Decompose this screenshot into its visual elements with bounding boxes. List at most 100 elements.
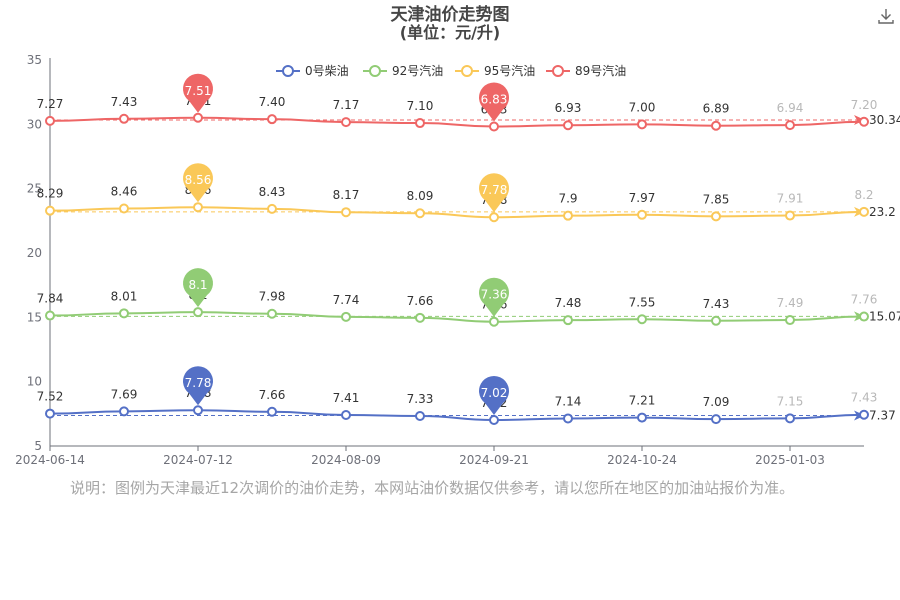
- data-label: 7.00: [629, 100, 656, 114]
- data-point: [489, 415, 499, 426]
- data-point: [563, 315, 573, 326]
- legend-marker: [461, 65, 473, 77]
- legend-marker: [369, 65, 381, 77]
- data-point: [267, 114, 277, 125]
- data-label: 7.43: [111, 95, 138, 109]
- data-point: [563, 120, 573, 131]
- data-label: 7.74: [333, 293, 360, 307]
- data-label: 7.20: [851, 98, 878, 112]
- legend-item[interactable]: 92号汽油: [363, 63, 443, 78]
- data-label: 8.29: [37, 187, 64, 201]
- data-label: 7.17: [333, 98, 360, 112]
- data-label: 6.94: [777, 101, 804, 115]
- data-label: 8.09: [407, 189, 434, 203]
- data-point: [193, 112, 203, 123]
- data-label: 7.09: [703, 395, 730, 409]
- data-point: [859, 116, 869, 127]
- extreme-pin-label: 6.83: [481, 93, 508, 107]
- data-label: 7.21: [629, 394, 656, 408]
- extreme-pin-label: 7.78: [185, 376, 212, 390]
- legend-item[interactable]: 0号柴油: [276, 64, 349, 78]
- extreme-pin-label: 7.51: [185, 84, 212, 98]
- data-label: 7.76: [851, 293, 878, 307]
- average-label: 30.34: [869, 113, 900, 127]
- data-point: [193, 405, 203, 416]
- data-label: 7.9: [558, 192, 577, 206]
- y-tick-label: 15: [27, 310, 42, 324]
- x-tick-label: 2024-08-09: [311, 453, 381, 467]
- data-label: 7.91: [777, 192, 804, 206]
- data-label: 7.43: [703, 297, 730, 311]
- data-point: [711, 211, 721, 222]
- data-point: [267, 406, 277, 417]
- average-label: 15.07: [869, 309, 900, 323]
- y-tick-label: 25: [27, 182, 42, 196]
- legend-item[interactable]: 89号汽油: [546, 63, 626, 78]
- data-label: 6.93: [555, 101, 582, 115]
- x-tick-label: 2025-01-03: [755, 453, 825, 467]
- data-label: 7.48: [555, 296, 582, 310]
- data-label: 7.27: [37, 97, 64, 111]
- data-point: [341, 409, 351, 420]
- data-label: 7.15: [777, 394, 804, 408]
- data-point: [489, 316, 499, 327]
- series-line: [49, 116, 865, 128]
- x-tick-label: 2024-07-12: [163, 453, 233, 467]
- data-point: [859, 409, 869, 420]
- data-point: [119, 406, 129, 417]
- data-label: 7.33: [407, 392, 434, 406]
- data-point: [267, 308, 277, 319]
- data-label: 8.01: [111, 289, 138, 303]
- extreme-pin: [183, 366, 213, 406]
- series-line: [49, 409, 865, 422]
- extreme-pin-label: 7.36: [481, 288, 508, 302]
- y-tick-label: 10: [27, 375, 42, 389]
- y-tick-label: 5: [34, 439, 42, 453]
- legend-label: 0号柴油: [305, 64, 349, 78]
- data-point: [341, 117, 351, 128]
- data-point: [785, 120, 795, 131]
- data-label: 7.43: [851, 391, 878, 405]
- extreme-pin: [183, 268, 213, 308]
- data-label: 7.52: [37, 390, 64, 404]
- data-point: [415, 411, 425, 422]
- legend[interactable]: 0号柴油 92号汽油 95号汽油 89号汽油: [276, 63, 626, 78]
- data-point: [563, 210, 573, 221]
- data-label: 8.43: [259, 185, 286, 199]
- data-label: 7.14: [555, 394, 582, 408]
- data-label: 7.85: [703, 192, 730, 206]
- data-point: [267, 203, 277, 214]
- download-icon[interactable]: [876, 6, 896, 26]
- data-label: 6.89: [703, 102, 730, 116]
- disclaimer-note: 说明：图例为天津最近12次调价的油价走势，本网站油价数据仅供参考，请以您所在地区…: [70, 479, 795, 497]
- data-point: [859, 311, 869, 322]
- data-point: [711, 414, 721, 425]
- data-point: [637, 209, 647, 220]
- data-point: [193, 202, 203, 213]
- y-tick-label: 20: [27, 246, 42, 260]
- chart-subtitle: (单位：元/升): [400, 23, 500, 42]
- data-label: 7.98: [259, 290, 286, 304]
- data-label: 7.69: [111, 387, 138, 401]
- extreme-pin: [479, 376, 510, 416]
- data-point: [489, 212, 499, 223]
- legend-marker: [552, 65, 564, 77]
- data-point: [711, 120, 721, 131]
- data-label: 8.46: [111, 184, 138, 198]
- data-point: [119, 203, 129, 214]
- data-label: 7.49: [777, 296, 804, 310]
- average-label: 7.37: [869, 409, 896, 423]
- data-label: 7.84: [37, 292, 64, 306]
- extreme-pin: [183, 73, 214, 113]
- legend-item[interactable]: 95号汽油: [455, 63, 535, 78]
- series-line: [49, 206, 865, 219]
- x-tick-label: 2024-06-14: [15, 453, 85, 467]
- extreme-pin: [478, 82, 510, 122]
- data-point: [637, 314, 647, 325]
- data-point: [415, 118, 425, 129]
- average-label: 23.2: [869, 205, 896, 219]
- data-point: [119, 113, 129, 124]
- legend-label: 92号汽油: [392, 63, 443, 78]
- extreme-pin: [183, 163, 214, 203]
